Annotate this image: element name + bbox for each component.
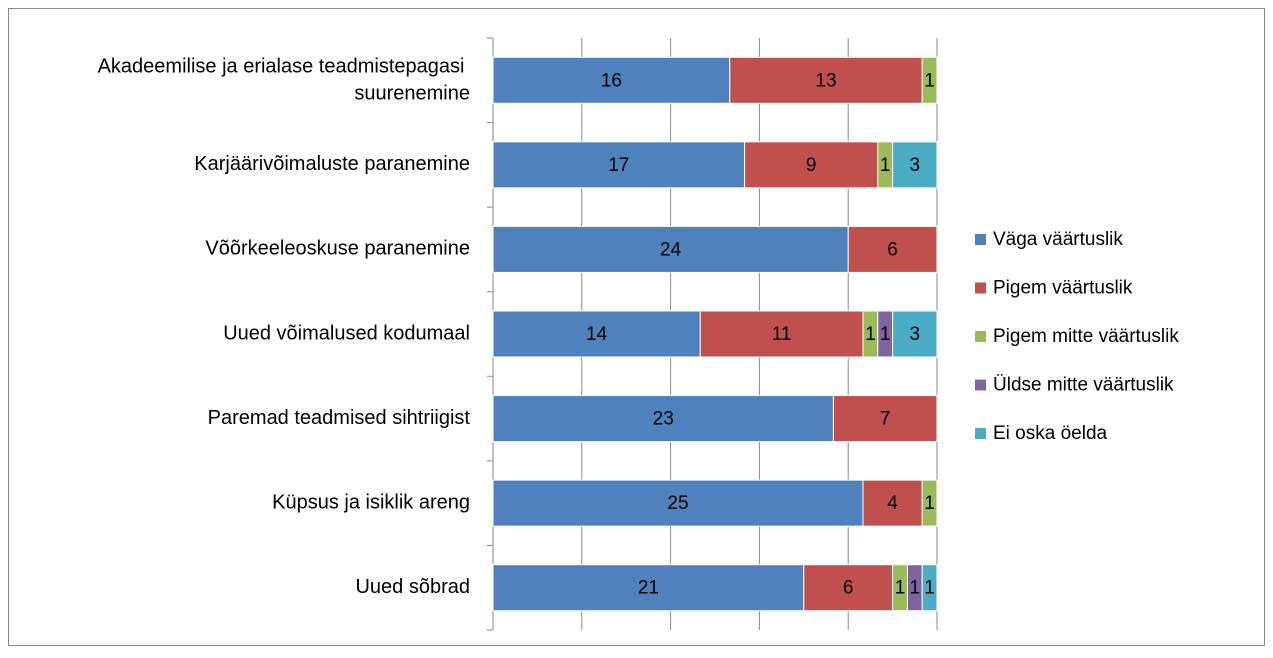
- bar-segment: [492, 225, 849, 273]
- legend-swatch: [975, 331, 986, 342]
- data-label: 24: [660, 239, 682, 260]
- legend-label: Ei oska öelda: [993, 423, 1108, 444]
- data-label: 25: [667, 493, 688, 514]
- legend-label: Pigem mitte väärtuslik: [993, 326, 1179, 347]
- legend-swatch: [975, 282, 986, 294]
- data-label: 1: [880, 324, 891, 345]
- data-label: 16: [601, 70, 622, 91]
- y-tick-label: Küpsus ja isiklik areng: [272, 491, 470, 513]
- bar-segment: [921, 479, 938, 527]
- bar-segment: [847, 225, 938, 273]
- legend-swatch: [975, 428, 986, 439]
- bar-segment: [832, 395, 938, 443]
- data-label: 4: [887, 493, 898, 514]
- data-label: 9: [806, 155, 817, 176]
- bar-segment: [921, 564, 938, 612]
- bar-segment: [892, 141, 938, 189]
- bar-segment: [744, 141, 879, 189]
- legend-label: Pigem väärtuslik: [993, 278, 1133, 299]
- legend-label: Üldse mitte väärtuslik: [993, 375, 1174, 396]
- y-tick-label: Uued võimalused kodumaal: [223, 322, 470, 344]
- data-label: 1: [880, 155, 891, 176]
- data-label: 6: [887, 239, 898, 260]
- bar-segment: [492, 395, 834, 443]
- data-label: 17: [608, 155, 629, 176]
- data-label: 23: [653, 409, 674, 430]
- bar-segment: [862, 479, 923, 527]
- legend-label: Väga väärtuslik: [993, 229, 1123, 250]
- legend-swatch: [975, 234, 986, 245]
- data-label: 1: [910, 578, 921, 599]
- y-tick-label: Uued sõbrad: [355, 576, 470, 598]
- data-label: 13: [815, 70, 836, 91]
- data-label: 3: [910, 155, 921, 176]
- data-label: 3: [910, 324, 921, 345]
- data-label: 1: [865, 324, 876, 345]
- data-label: 21: [638, 578, 659, 599]
- data-label: 1: [895, 578, 906, 599]
- bar-segment: [699, 310, 864, 358]
- data-label: 11: [772, 324, 792, 345]
- data-label: 1: [924, 70, 935, 91]
- y-tick-label: Paremad teadmised sihtriigist: [208, 407, 471, 429]
- data-label: 1: [924, 493, 935, 514]
- bar-segment: [492, 310, 701, 358]
- data-label: 14: [586, 324, 608, 345]
- y-tick-label: Võõrkeeleoskuse paranemine: [205, 238, 470, 260]
- bar-segment: [892, 310, 938, 358]
- bar-segment: [803, 564, 894, 612]
- data-label: 7: [880, 409, 891, 430]
- legend-swatch: [975, 379, 986, 391]
- bar-segment: [921, 56, 938, 104]
- bar-segment: [492, 564, 805, 612]
- data-label: 6: [843, 578, 854, 599]
- y-tick-label: Karjäärivõimaluste paranemine: [194, 153, 470, 175]
- data-label: 1: [924, 578, 935, 599]
- bar-segment: [492, 56, 731, 104]
- bar-segment: [492, 479, 864, 527]
- y-tick-label: Akadeemilise ja erialase teadmistepagasi…: [98, 56, 470, 105]
